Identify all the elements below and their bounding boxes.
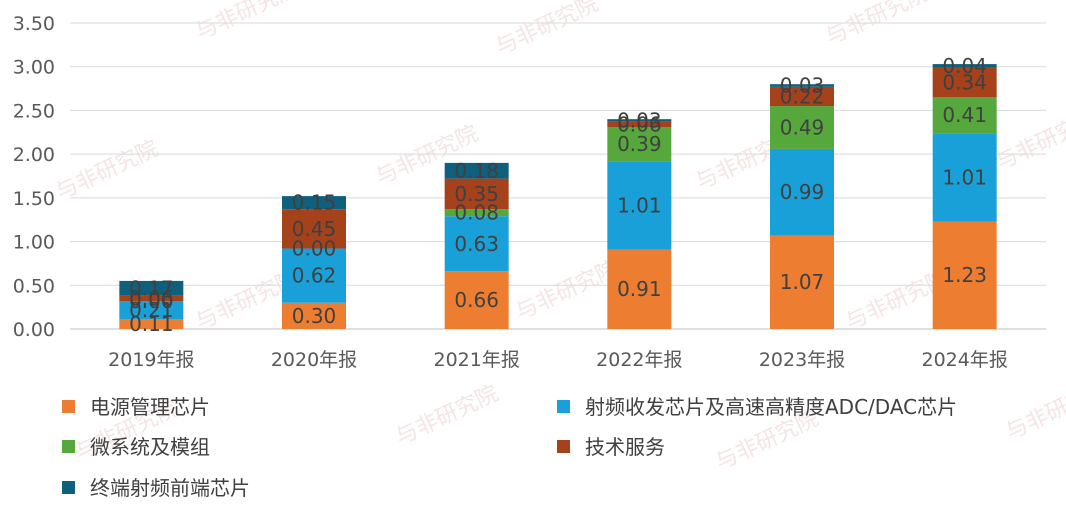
data-label: 0.11 [129,312,174,336]
bar-segment [932,97,997,134]
data-label: 1.23 [942,263,987,287]
bar-segment [607,249,672,329]
data-label: 0.00 [292,237,337,261]
data-label: 0.00 [129,289,174,313]
data-label: 0.39 [617,132,662,156]
legend-swatch [62,400,75,413]
bar-segment [444,271,509,329]
legend-label: 终端射频前端芯片 [90,476,250,500]
watermark-logo: 与非研究院 [392,381,502,450]
bar-segment [607,161,672,250]
data-label: 0.45 [292,217,337,241]
bar-segment [607,121,672,128]
legend-swatch [557,440,570,453]
gridlines [70,22,1046,330]
y-tick-label: 1.50 [13,188,55,210]
watermark-logo: 与非研究院 [1002,376,1066,445]
data-label: 0.06 [617,112,662,136]
data-label: 0.04 [942,54,987,78]
y-tick-label: 1.00 [13,232,55,254]
data-label: 0.08 [454,201,499,225]
bar-segment [770,106,834,149]
data-label: 0.21 [129,298,174,322]
x-axis-tick-labels: 2019年报 2020年报 2021年报 2022年报 2023年报 2024年报 [108,349,1008,371]
legend-swatch [62,440,75,453]
bar-segment [444,178,509,210]
data-label: 0.34 [942,70,987,94]
y-tick-label: 0.00 [13,319,55,341]
bar-segment [932,221,997,329]
data-labels: 0.110.210.000.060.170.300.620.000.450.15… [129,54,987,336]
data-label: 1.07 [780,270,825,294]
bar-segment [932,67,997,98]
x-tick-label: 2020年报 [271,349,357,371]
bar-segment [444,209,509,217]
bar-segment [607,127,672,162]
y-tick-label: 3.50 [13,13,55,35]
legend-label: 电源管理芯片 [90,395,210,419]
bar-segment [282,196,346,210]
bar-segment [770,86,834,107]
legend-label: 射频收发芯片及高速高精度ADC/DAC芯片 [585,395,957,419]
bar-segment [444,216,509,272]
watermark-logo: 与非研究院 [52,136,162,205]
bar-segment [119,319,184,329]
bar-segment [607,119,672,122]
data-label: 0.30 [292,304,337,328]
data-label: 0.17 [129,276,174,300]
data-label: 1.01 [942,165,987,189]
data-label: 0.63 [454,232,499,256]
bar-segment [932,64,997,68]
x-tick-label: 2019年报 [108,349,194,371]
y-tick-label: 0.50 [13,275,55,297]
bar-segment [282,248,346,303]
bar-segment [770,148,834,236]
watermark-logo: 与非研究院 [492,0,602,60]
bar-segment [770,84,834,87]
data-label: 0.49 [780,115,825,139]
bar-segment [119,301,184,320]
data-label: 0.41 [942,103,987,127]
bar-segment [282,209,346,249]
y-tick-label: 3.00 [13,57,55,79]
bar-segment [444,162,509,179]
data-label: 0.03 [617,108,662,132]
bar-segment [119,295,184,302]
data-label: 0.06 [129,286,174,310]
bar-segment [770,235,834,329]
data-label: 0.15 [292,191,337,215]
watermark-logo: 与非研究院 [822,0,932,50]
watermark-logo: 与非研究院 [992,106,1066,175]
x-tick-label: 2024年报 [921,349,1007,371]
watermark-logo: 与非研究院 [512,256,622,325]
bars [119,64,997,329]
y-tick-label: 2.50 [13,100,55,122]
bar-segment [932,133,997,222]
x-tick-label: 2023年报 [759,349,845,371]
bar-segment [282,302,346,329]
data-label: 0.18 [454,159,499,183]
legend-swatch [62,481,75,494]
x-tick-label: 2022年报 [596,349,682,371]
data-label: 0.91 [617,277,662,301]
data-label: 0.66 [454,288,499,312]
legend-label: 微系统及模组 [90,435,210,459]
data-label: 0.35 [454,182,499,206]
y-axis-tick-labels: 0.00 0.50 1.00 1.50 2.00 2.50 3.00 3.50 [13,13,55,341]
data-label: 0.99 [780,180,825,204]
data-label: 0.22 [780,84,825,108]
y-tick-label: 2.00 [13,144,55,166]
data-label: 0.03 [780,74,825,98]
x-tick-label: 2021年报 [433,349,519,371]
bar-segment [119,280,184,296]
data-label: 0.62 [292,264,337,288]
legend-swatch [557,400,570,413]
data-label: 1.01 [617,193,662,217]
legend-label: 技术服务 [585,435,665,459]
